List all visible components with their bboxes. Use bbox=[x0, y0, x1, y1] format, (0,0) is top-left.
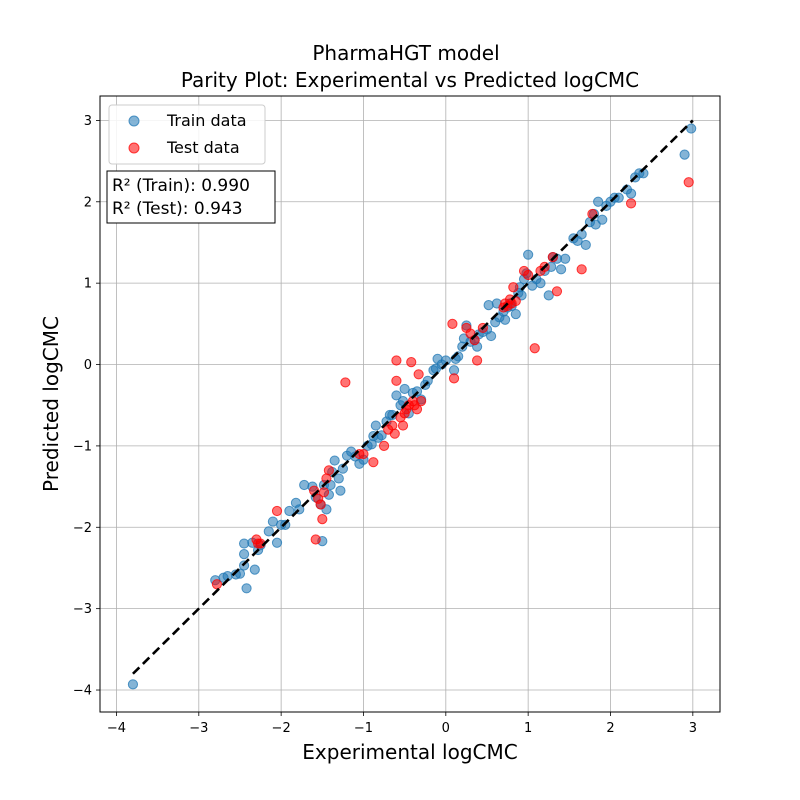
legend-box bbox=[108, 104, 266, 165]
scatter-point bbox=[399, 383, 410, 395]
scatter-point bbox=[391, 390, 402, 401]
x-tick-label: −4 bbox=[107, 721, 126, 736]
scatter-point bbox=[447, 318, 458, 329]
scatter-point bbox=[593, 196, 604, 207]
x-axis-label: Experimental logCMC bbox=[302, 740, 517, 764]
axes-frame bbox=[99, 95, 721, 713]
scatter-point bbox=[499, 314, 511, 325]
scatter-point bbox=[310, 534, 321, 545]
scatter-point bbox=[483, 300, 494, 311]
scatter-point bbox=[625, 188, 637, 199]
scatter-point bbox=[472, 355, 483, 366]
scatter-point bbox=[376, 430, 387, 441]
x-tick-label: −1 bbox=[354, 721, 373, 736]
r2-annotation: R² (Train): 0.990 R² (Test): 0.943 bbox=[106, 170, 276, 224]
chart-title-line2: Parity Plot: Experimental vs Predicted l… bbox=[181, 68, 639, 92]
scatter-point bbox=[340, 377, 351, 388]
scatter-point bbox=[529, 343, 540, 354]
scatter-point bbox=[249, 564, 260, 575]
scatter-point bbox=[271, 505, 283, 517]
scatter-point bbox=[683, 177, 694, 188]
legend-train-label: Train data bbox=[166, 111, 247, 130]
identity-line bbox=[132, 119, 694, 675]
scatter-point bbox=[370, 420, 381, 431]
scatter-point bbox=[551, 286, 563, 297]
scatter-point bbox=[368, 457, 379, 468]
scatter-point bbox=[576, 264, 587, 275]
scatter-point bbox=[543, 290, 554, 301]
y-tick-label: 2 bbox=[84, 195, 92, 210]
r2-train-text: R² (Train): 0.990 bbox=[112, 176, 250, 196]
scatter-point bbox=[416, 396, 427, 407]
scatter-point bbox=[284, 505, 295, 517]
scatter-point bbox=[358, 448, 369, 460]
scatter-point bbox=[555, 264, 567, 275]
scatter-point bbox=[378, 440, 390, 452]
scatter-point bbox=[686, 123, 697, 134]
y-tick-label: 1 bbox=[84, 277, 92, 292]
legend: Train data Test data bbox=[108, 104, 266, 165]
scatter-point bbox=[523, 269, 534, 281]
scatter-point bbox=[406, 356, 417, 368]
chart-title-line1: PharmaHGT model bbox=[312, 41, 499, 65]
scatter-point bbox=[238, 549, 250, 560]
legend-test-label: Test data bbox=[166, 138, 240, 157]
x-tick-label: 0 bbox=[442, 721, 450, 736]
scatter-point bbox=[625, 198, 637, 209]
scatter-point bbox=[560, 253, 571, 264]
scatter-point bbox=[317, 514, 328, 525]
scatter-point bbox=[337, 463, 348, 474]
x-tick-label: −3 bbox=[189, 721, 208, 736]
x-tick-label: 1 bbox=[524, 721, 532, 736]
scatter-point bbox=[508, 282, 519, 293]
scatter-point bbox=[580, 239, 591, 251]
scatter-point bbox=[271, 537, 283, 548]
scatter-point bbox=[411, 404, 423, 415]
scatter-point bbox=[597, 214, 608, 225]
y-tick-label: −3 bbox=[73, 602, 92, 617]
scatter-point bbox=[413, 369, 424, 380]
scatter-point bbox=[391, 375, 402, 386]
grid bbox=[100, 96, 720, 712]
legend-test-marker bbox=[128, 142, 140, 154]
scatter-point bbox=[211, 579, 223, 590]
data-points bbox=[127, 119, 697, 690]
scatter-point bbox=[679, 149, 690, 160]
x-tick-label: −2 bbox=[272, 721, 291, 736]
scatter-point bbox=[510, 308, 521, 320]
y-tick-label: −2 bbox=[73, 521, 92, 536]
legend-train-marker bbox=[128, 115, 140, 127]
y-tick-label: 3 bbox=[84, 114, 92, 129]
scatter-point bbox=[318, 487, 330, 498]
scatter-point bbox=[397, 420, 409, 431]
scatter-point bbox=[389, 428, 400, 439]
scatter-point bbox=[241, 583, 252, 594]
scatter-point bbox=[315, 499, 326, 510]
x-tick-label: 2 bbox=[606, 721, 614, 736]
scatter-point bbox=[263, 526, 274, 537]
scatter-point bbox=[335, 485, 346, 496]
scatter-point bbox=[391, 355, 402, 366]
scatter-point bbox=[329, 455, 340, 466]
y-axis-label: Predicted logCMC bbox=[39, 316, 63, 492]
y-tick-label: −1 bbox=[73, 439, 92, 454]
scatter-point bbox=[535, 278, 546, 289]
scatter-point bbox=[299, 479, 310, 491]
scatter-point bbox=[448, 373, 460, 384]
y-tick-label: −4 bbox=[73, 684, 92, 699]
scatter-point bbox=[333, 473, 344, 484]
x-tick-label: 3 bbox=[689, 721, 697, 736]
scatter-point bbox=[127, 679, 139, 690]
r2-annotation-box bbox=[106, 170, 276, 224]
scatter-point bbox=[323, 465, 334, 476]
y-tick-label: 0 bbox=[84, 358, 92, 373]
scatter-point bbox=[486, 330, 497, 342]
r2-test-text: R² (Test): 0.943 bbox=[112, 199, 243, 219]
scatter-point bbox=[523, 249, 534, 260]
axis-ticks: −4 −3 −2 −1 0 1 2 3 −4 −3 −2 −1 0 1 2 3 bbox=[73, 114, 697, 736]
